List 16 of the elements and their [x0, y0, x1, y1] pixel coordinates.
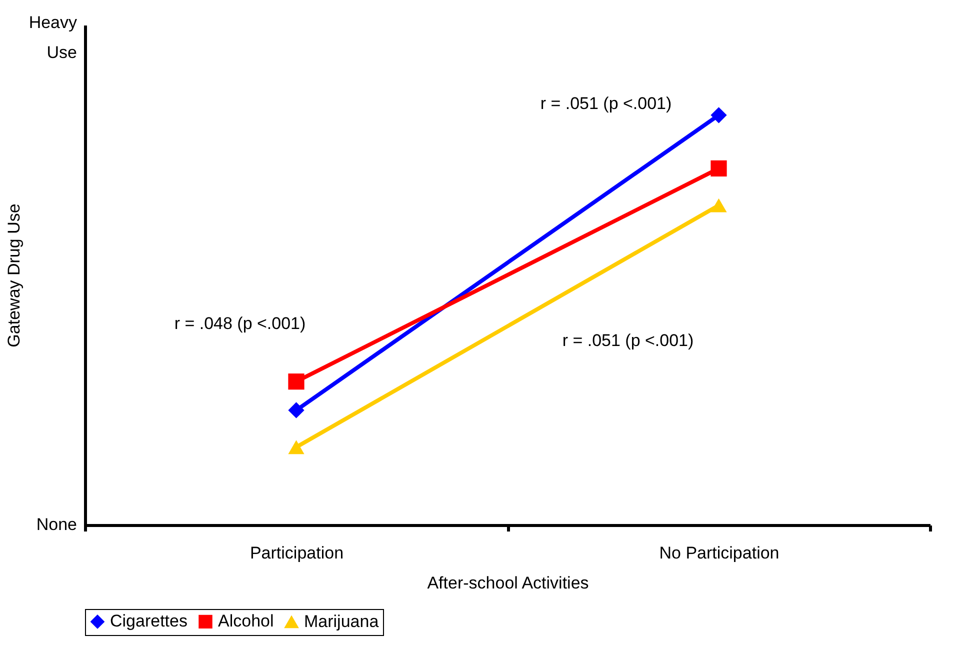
text: r = .051 (p <.001)	[540, 94, 672, 113]
text: Heavy Use	[28, 13, 78, 62]
x-axis-title: After-school Activities	[427, 574, 589, 592]
point	[288, 373, 304, 390]
annotation: r = .051 (p <.001)	[562, 331, 694, 350]
point	[288, 402, 304, 418]
y-axis-title: Gateway Drug Use	[4, 204, 24, 348]
point	[710, 160, 727, 177]
text: None	[36, 515, 77, 534]
legend-label: Alcohol	[218, 612, 274, 631]
x-tick-label: No Participation	[659, 544, 780, 562]
legend-label: Marijuana	[304, 612, 380, 632]
x-tick-label: Participation	[250, 544, 344, 562]
point	[710, 107, 727, 124]
annotation: r = .048 (p <.001)	[174, 314, 306, 333]
legend-label: Cigarettes	[110, 612, 188, 631]
